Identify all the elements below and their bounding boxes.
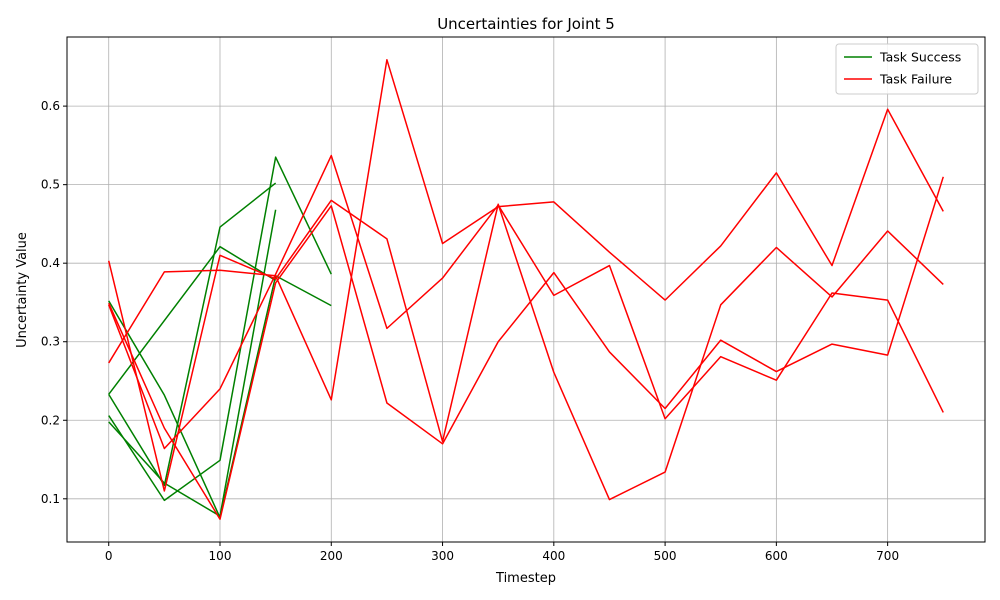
series-line-failure-9 bbox=[108, 176, 944, 520]
y-tick-label: 0.2 bbox=[41, 413, 60, 427]
axis-ticks: 0 100 200 300 400 500 600 700 0.1 0.2 0.3 0.4 0.5 0.6 bbox=[41, 99, 899, 563]
legend-label-task-success: Task Success bbox=[879, 50, 961, 65]
x-tick-label: 300 bbox=[431, 549, 454, 563]
x-tick-label: 500 bbox=[654, 549, 677, 563]
x-tick-label: 700 bbox=[876, 549, 899, 563]
series-line-success-1 bbox=[108, 182, 277, 487]
series-lines bbox=[108, 59, 944, 520]
x-tick-label: 100 bbox=[209, 549, 232, 563]
x-tick-label: 0 bbox=[105, 549, 113, 563]
x-tick-label: 400 bbox=[542, 549, 565, 563]
chart-title: Uncertainties for Joint 5 bbox=[437, 15, 615, 33]
y-tick-label: 0.4 bbox=[41, 256, 60, 270]
series-line-success-5 bbox=[108, 245, 277, 395]
series-line-failure-7 bbox=[108, 59, 944, 401]
legend: Task Success Task Failure bbox=[835, 43, 979, 95]
series-line-failure-6 bbox=[108, 199, 944, 501]
grid-lines bbox=[67, 37, 985, 542]
x-tick-label: 600 bbox=[765, 549, 788, 563]
series-line-success-2 bbox=[108, 156, 332, 502]
x-tick-label: 200 bbox=[320, 549, 343, 563]
series-line-success-3 bbox=[108, 209, 277, 517]
series-line-failure-8 bbox=[108, 154, 944, 450]
x-axis-label: Timestep bbox=[495, 571, 556, 586]
legend-label-task-failure: Task Failure bbox=[879, 72, 952, 87]
y-tick-label: 0.6 bbox=[41, 99, 60, 113]
y-tick-label: 0.5 bbox=[41, 178, 60, 192]
y-tick-label: 0.3 bbox=[41, 335, 60, 349]
y-tick-label: 0.1 bbox=[41, 492, 60, 506]
y-axis-label: Uncertainty Value bbox=[15, 232, 30, 348]
plot-frame bbox=[66, 36, 986, 543]
